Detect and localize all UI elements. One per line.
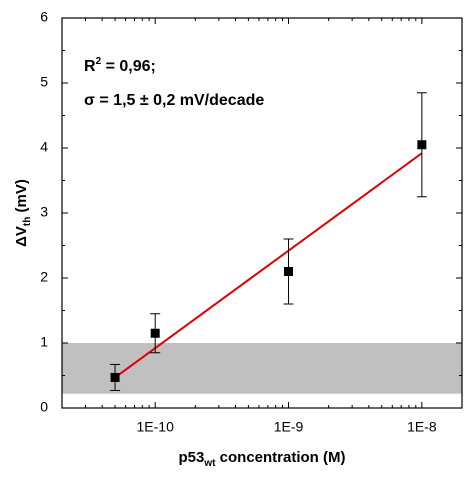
x-axis-label-part: wt — [203, 458, 216, 469]
y-tick-label: 3 — [40, 204, 48, 220]
y-tick-label: 2 — [40, 269, 48, 285]
y-tick-label: 4 — [40, 139, 48, 155]
x-axis-label-part: p53 — [179, 449, 205, 466]
x-tick-label: 1E-9 — [274, 419, 304, 435]
y-axis-label-part: (mV) — [13, 179, 30, 217]
point — [417, 140, 427, 150]
point — [150, 328, 160, 338]
x-tick-label: 1E-10 — [137, 419, 175, 435]
annotation-part: 2 — [96, 56, 102, 67]
fit-line — [114, 152, 423, 379]
x-tick-label: 1E-8 — [407, 419, 437, 435]
shaded-band — [62, 343, 462, 394]
y-axis-label: ΔVth (mV) — [13, 179, 33, 247]
annotation-part: σ = 1,5 ± 0,2 mV/decade — [84, 92, 264, 109]
x-axis-label-part: concentration (M) — [215, 449, 345, 466]
y-tick-label: 0 — [40, 399, 48, 415]
y-tick-label: 5 — [40, 74, 48, 90]
annotation-part: = 0,96; — [101, 58, 156, 75]
y-tick-label: 1 — [40, 334, 48, 350]
y-axis-label-part: ΔV — [13, 226, 30, 247]
annotation: R2 = 0,96; — [84, 56, 156, 76]
x-axis-label: p53wt concentration (M) — [179, 449, 346, 469]
point — [110, 372, 120, 382]
annotation: σ = 1,5 ± 0,2 mV/decade — [84, 92, 264, 109]
point — [284, 267, 294, 276]
annotation-part: R — [84, 58, 96, 75]
plot-frame — [61, 17, 463, 409]
y-tick-label: 6 — [40, 9, 48, 25]
y-axis-label-part: th — [22, 217, 33, 226]
